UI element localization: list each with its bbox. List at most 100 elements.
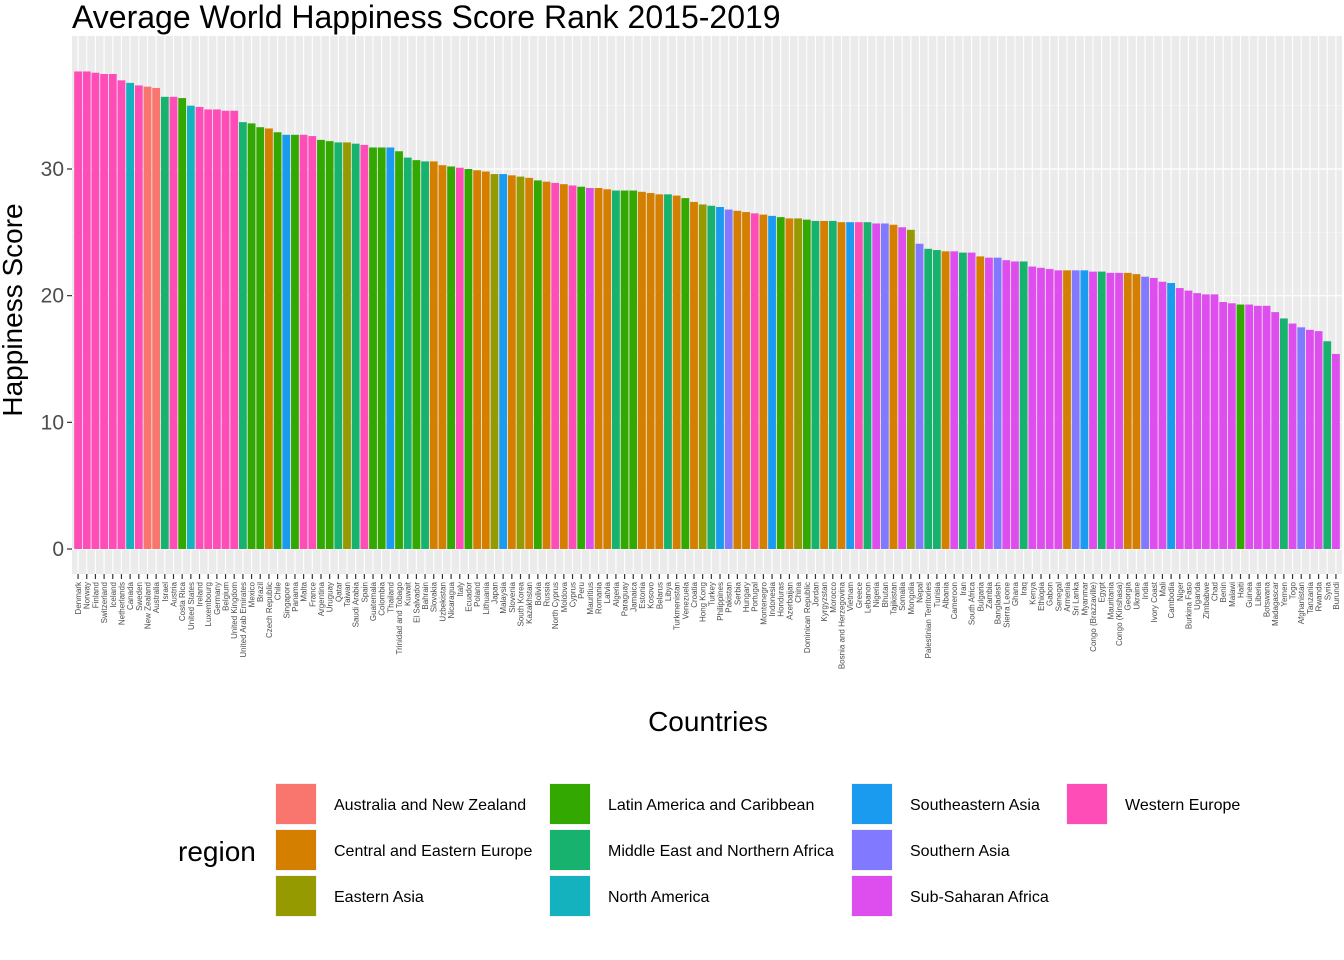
legend-swatch [852,784,892,824]
bar-libya [664,194,672,550]
bar-latvia [603,189,612,549]
x-tick-label: Serbia [733,581,742,605]
bar-bosnia-and-herzegovina [837,222,846,549]
x-tick-label: Brazil [256,582,265,602]
x-tick-label: India [1141,581,1150,599]
x-tick-label: Malaysia [499,581,508,613]
bar-south-korea [516,176,525,549]
x-tick-label: Cyprus [569,582,578,607]
bar-turkmenistan [672,195,681,549]
bar-japan [490,174,499,550]
legend-swatch [550,830,590,870]
bar-kuwait [403,157,412,549]
bar-taiwan [343,142,351,549]
chart-title: Average World Happiness Score Rank 2015-… [72,0,781,35]
x-tick-label: Algeria [612,581,621,606]
bar-burkina-faso [1184,290,1193,549]
bar-qatar [334,142,343,549]
x-tick-label: North Cyprus [551,582,560,629]
legend: Australia and New Zealand Central and Eas… [275,783,1240,917]
legend-swatch [852,830,892,870]
x-tick-label: Mauritania [1106,581,1115,619]
y-tick-label: 30 [41,158,64,181]
bar-honduras [776,217,785,549]
x-tick-label: Iran [959,582,968,596]
x-tick-label: Nicaragua [447,581,456,618]
x-tick-label: Sweden [135,582,144,611]
x-tick-label: China [794,581,803,602]
x-tick-label: Bulgaria [976,581,985,611]
legend-swatch [276,830,316,870]
x-tick-label: Georgia [1124,581,1133,610]
x-tick-label: Russia [543,581,552,606]
x-tick-label: Norway [83,582,92,609]
legend-item-label: Southern Asia [910,843,1010,860]
bar-indonesia [768,215,776,549]
bar-vietnam [846,222,855,549]
bar-niger [1175,288,1184,549]
bar-belgium [221,110,230,549]
x-tick-label: Libya [664,581,673,601]
bar-denmark [74,71,82,549]
bar-algeria [612,190,620,550]
x-tick-label: Portugal [751,582,760,612]
bar-kosovo [646,193,655,550]
bar-serbia [733,210,742,550]
bar-gabon [1045,269,1054,549]
legend-item-label: Central and Eastern Europe [334,843,532,860]
x-tick-label: Germany [213,582,222,615]
x-tick-label: Uganda [1193,581,1202,610]
x-tick-label: Mongolia [907,581,916,614]
x-tick-label: Israel [161,582,170,602]
bar-nigeria [872,223,881,549]
legend-item-label: Australia and New Zealand [334,797,526,814]
bar-ghana [1011,261,1019,549]
bar-italy [455,167,464,549]
bar-senegal [1054,270,1063,549]
bar-argentina [317,139,325,549]
x-axis: Denmark Norway Finland Switzerland Iceland Ne… [74,574,1341,669]
bar-rwanda [1314,331,1323,549]
bar-canada [126,82,135,549]
bar-yemen [1279,318,1288,549]
bar-uganda [1193,293,1202,549]
x-tick-label: Lithuania [482,581,491,614]
bar-mexico [247,123,256,550]
bar-peru [577,186,586,549]
x-tick-label: Poland [473,582,482,607]
x-tick-label: Estonia [638,581,647,608]
bar-jordan [811,220,820,549]
x-tick-label: Luxembourg [204,582,213,626]
legend-item-label: North America [608,889,709,906]
y-tick-label: 0 [52,538,64,561]
x-tick-label: Mauritius [586,582,595,614]
x-tick-label: Egypt [1098,581,1107,602]
x-tick-label: Kazakhstan [525,582,534,624]
bar-congo-brazzaville- [1089,271,1097,549]
legend-item-label: Western Europe [1125,797,1240,814]
bar-portugal [750,213,759,550]
x-tick-label: Hungary [742,582,751,612]
x-tick-label: Congo (Kinshasa) [1115,582,1124,646]
bar-el-salvador [412,160,421,549]
x-tick-label: Zimbabwe [1202,581,1211,618]
x-tick-label: Guatemala [369,581,378,621]
x-tick-label: Iceland [109,582,118,608]
bar-russia [542,181,551,549]
bar-azerbaijan [785,218,794,549]
x-tick-label: Chile [274,581,283,600]
bar-haiti [1236,304,1245,549]
bar-austria [169,96,178,550]
bar-belarus [655,194,664,550]
bar-greece [854,222,863,549]
x-tick-label: Thailand [386,582,395,613]
bar-norway [82,71,91,549]
bar-romania [594,188,603,549]
x-tick-label: Morocco [829,581,838,612]
x-tick-label: Burkina Faso [1184,581,1193,629]
x-tick-label: United Arab Emirates [239,582,248,658]
x-tick-label: Burundi [1332,582,1341,610]
legend-swatch [550,784,590,824]
bar-egypt [1097,271,1106,549]
bar-nepal [915,243,924,549]
